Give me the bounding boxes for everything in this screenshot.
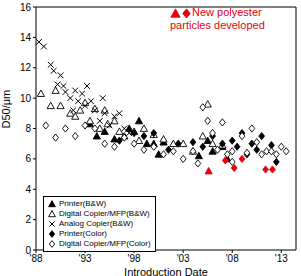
- html-text:Digital Copier/MFP(Color): Digital Copier/MFP(Color): [59, 239, 151, 248]
- svg-text:'88: '88: [29, 253, 42, 264]
- html-text:Printer(Color): Printer(Color): [59, 229, 107, 238]
- svg-text:6: 6: [25, 153, 31, 164]
- svg-text:16: 16: [20, 2, 32, 13]
- svg-text:'08: '08: [226, 253, 239, 264]
- html-text:New polyester particles develo: New polyester particles developed: [170, 6, 265, 31]
- html-text:Analog Copier(B&W): Analog Copier(B&W): [59, 219, 134, 228]
- svg-text:Introduction Date: Introduction Date: [124, 266, 208, 276]
- svg-text:2: 2: [25, 214, 31, 225]
- svg-text:'13: '13: [275, 253, 288, 264]
- svg-text:12: 12: [20, 62, 32, 73]
- html-text:Printer(B&W): Printer(B&W): [59, 199, 107, 208]
- svg-text:'03: '03: [177, 253, 190, 264]
- svg-text:'98: '98: [128, 253, 141, 264]
- svg-text:10: 10: [20, 93, 32, 104]
- svg-text:D50/μm: D50/μm: [8, 90, 12, 129]
- svg-text:14: 14: [20, 32, 32, 43]
- svg-text:'93: '93: [79, 253, 92, 264]
- svg-text:8: 8: [25, 123, 31, 134]
- svg-text:0: 0: [25, 245, 31, 256]
- svg-text:4: 4: [25, 184, 31, 195]
- html-text:Digital Copier/MFP(B&W): Digital Copier/MFP(B&W): [59, 209, 150, 218]
